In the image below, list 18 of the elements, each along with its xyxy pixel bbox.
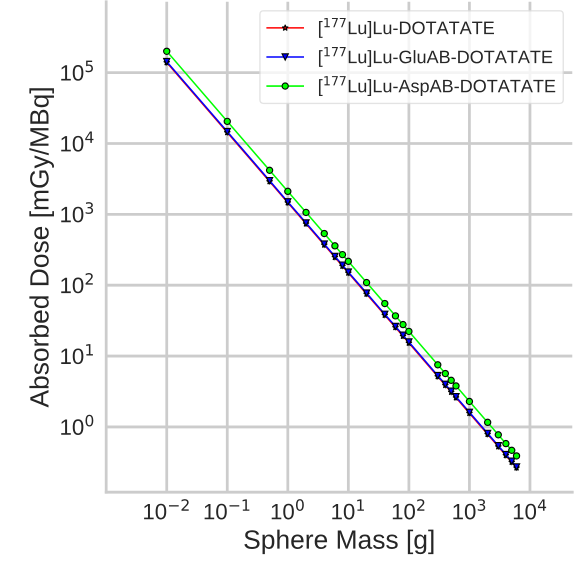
y-tick-label: 10$^{4}$ (61, 132, 94, 152)
x-tick-label: 10$^{4}$ (514, 499, 546, 520)
y-tick-label: 10$^{5}$ (61, 60, 93, 81)
legend-label: [$^{177}$Lu]Lu-AspAB-DOTATATE (318, 76, 556, 96)
x-tick-label: 10$^{2}$ (392, 499, 424, 520)
legend-label: [$^{177}$Lu]Lu-GluAB-DOTATATE (318, 47, 552, 67)
legend-label: [$^{177}$Lu]Lu-DOTATATE (318, 18, 494, 38)
y-axis-title: Absorbed Dose [mGy/MBq] (29, 88, 54, 408)
x-tick-label: 10$^{−2}$ (144, 499, 189, 520)
y-tick-label: 10$^{0}$ (61, 414, 94, 436)
x-tick-label: 10$^{3}$ (453, 499, 486, 520)
y-tick-label: 10$^{1}$ (61, 344, 93, 364)
x-tick-label: 10$^{1}$ (332, 499, 364, 520)
y-tick-label: 10$^{3}$ (61, 202, 94, 222)
y-tick-label: 10$^{2}$ (61, 273, 93, 294)
x-axis-title: Sphere Mass [g] (244, 530, 434, 554)
x-tick-label: 10$^{−1}$ (204, 499, 250, 520)
x-tick-label: 10$^{0}$ (272, 499, 304, 520)
